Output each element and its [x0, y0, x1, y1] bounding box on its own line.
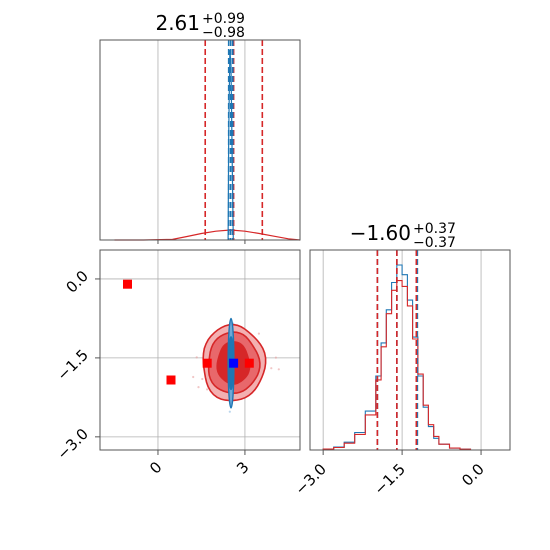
joint-scatter-point-red [274, 356, 277, 359]
joint-scatter-point-red [195, 356, 198, 359]
joint-y-tick-label: −1.5 [54, 346, 92, 384]
y-marginal-title-upper: +0.37 [413, 221, 456, 237]
x-marginal-quantile-lines [204, 40, 264, 240]
joint-scatter-point-blue [228, 410, 231, 413]
joint-scatter-point-red [197, 386, 200, 389]
joint-background [100, 250, 300, 450]
joint-scatter-point-red [270, 367, 273, 370]
joint-x-tick-label: 0 [146, 458, 165, 477]
y-marginal-title: −1.60 [350, 221, 411, 245]
y-marginal-background [310, 250, 510, 450]
joint-marker [202, 358, 212, 368]
x-marginal-title: 2.61 [155, 11, 200, 35]
joint-y-ticks: 0.0 −1.5 −3.0 [54, 267, 100, 463]
joint-marker [229, 358, 239, 368]
joint-marker [123, 279, 132, 289]
joint-frame [99, 249, 301, 451]
y-marginal-quantile-lines [376, 250, 419, 450]
y-marginal-frame [309, 249, 511, 451]
x-marginal-title-value: 2.61 [155, 11, 200, 35]
joint-scatter-point-red [206, 388, 209, 391]
joint-marker [166, 375, 176, 385]
joint-scatter-point-red [257, 332, 260, 335]
y-marginal-panel: −3.0 −1.5 0.0 −1.60 +0.37 −0.37 [291, 221, 511, 499]
joint-scatter-point-red [192, 375, 195, 379]
y-marginal-x-tick-label: −1.5 [370, 460, 408, 498]
joint-x-tick-label: 3 [233, 458, 252, 477]
y-marginal-x-tick-label: 0.0 [458, 460, 488, 490]
x-marginal-frame [99, 39, 301, 241]
joint-y-tick-label: 0.0 [62, 267, 92, 297]
y-marginal-x-tick-label: −3.0 [291, 460, 329, 498]
joint-scatter-point-red [201, 377, 204, 381]
x-marginal-panel: 2.61 +0.99 −0.98 [99, 11, 301, 244]
y-marginal-title-lower: −0.37 [413, 235, 456, 251]
x-marginal-background [100, 40, 300, 240]
x-marginal-title-lower: −0.98 [202, 25, 245, 41]
joint-marker [244, 358, 254, 368]
x-marginal-grid [157, 40, 246, 244]
joint-y-tick-label: −3.0 [54, 425, 92, 463]
y-marginal-title-value: −1.60 [350, 221, 411, 245]
joint-markers [123, 279, 254, 385]
y-marginal-x-ticks: −3.0 −1.5 0.0 [291, 450, 488, 499]
joint-scatter-point-red [277, 368, 280, 371]
x-marginal-title-upper: +0.99 [202, 11, 245, 27]
y-marginal-hist-red [312, 280, 472, 451]
y-marginal-series [312, 264, 472, 451]
